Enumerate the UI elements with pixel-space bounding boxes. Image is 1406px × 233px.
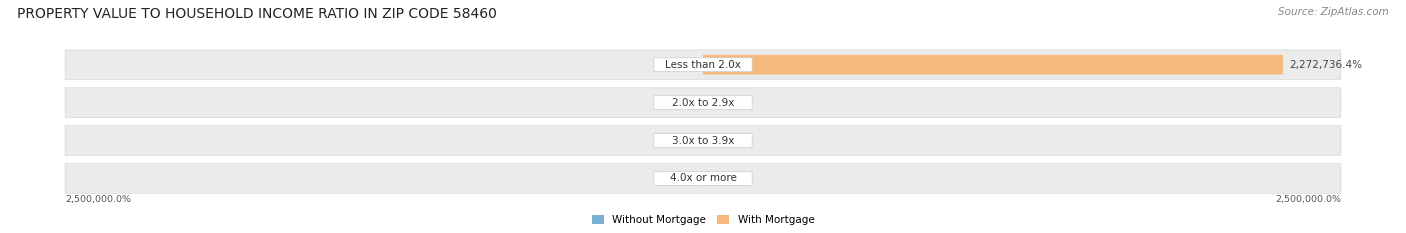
FancyBboxPatch shape — [65, 50, 1341, 79]
FancyBboxPatch shape — [654, 58, 752, 72]
FancyBboxPatch shape — [65, 126, 1341, 155]
FancyBboxPatch shape — [65, 164, 1341, 193]
Text: Less than 2.0x: Less than 2.0x — [665, 60, 741, 70]
Text: 0.0%: 0.0% — [710, 136, 735, 146]
Text: 2,500,000.0%: 2,500,000.0% — [1275, 195, 1341, 204]
Text: 72.7%: 72.7% — [710, 98, 742, 108]
Text: 4.0x or more: 4.0x or more — [669, 174, 737, 184]
Text: 5.3%: 5.3% — [671, 136, 696, 146]
Text: 79.0%: 79.0% — [664, 60, 696, 70]
FancyBboxPatch shape — [654, 171, 752, 185]
Text: PROPERTY VALUE TO HOUSEHOLD INCOME RATIO IN ZIP CODE 58460: PROPERTY VALUE TO HOUSEHOLD INCOME RATIO… — [17, 7, 496, 21]
Text: 2,272,736.4%: 2,272,736.4% — [1289, 60, 1362, 70]
Text: 0.0%: 0.0% — [710, 174, 735, 184]
Text: Source: ZipAtlas.com: Source: ZipAtlas.com — [1278, 7, 1389, 17]
Text: 3.0x to 3.9x: 3.0x to 3.9x — [672, 136, 734, 146]
Legend: Without Mortgage, With Mortgage: Without Mortgage, With Mortgage — [588, 211, 818, 229]
Text: 2.6%: 2.6% — [671, 98, 696, 108]
FancyBboxPatch shape — [654, 134, 752, 147]
FancyBboxPatch shape — [65, 88, 1341, 117]
FancyBboxPatch shape — [703, 55, 1282, 75]
Text: 10.5%: 10.5% — [664, 174, 696, 184]
Text: 2.0x to 2.9x: 2.0x to 2.9x — [672, 98, 734, 108]
FancyBboxPatch shape — [654, 96, 752, 110]
Text: 2,500,000.0%: 2,500,000.0% — [65, 195, 131, 204]
